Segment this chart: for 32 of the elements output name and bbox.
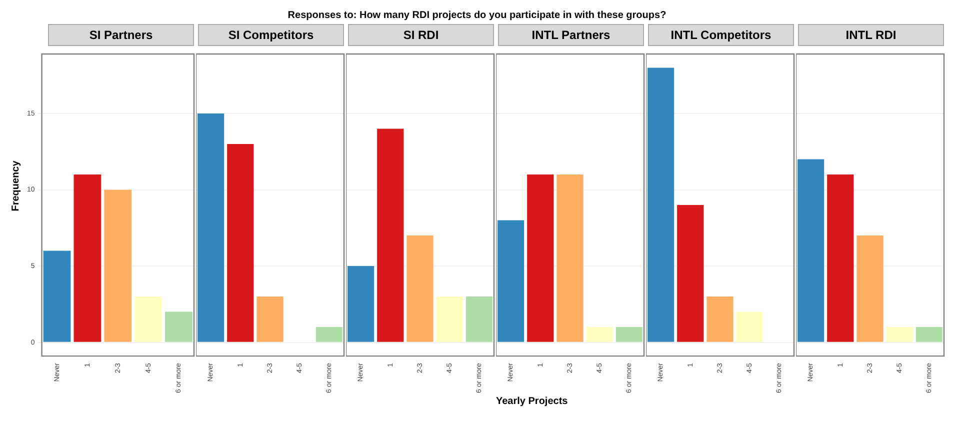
bar bbox=[377, 128, 404, 342]
bar bbox=[677, 205, 704, 342]
bar bbox=[316, 327, 343, 342]
chart-title: INTL RDI bbox=[798, 24, 944, 46]
bar bbox=[104, 190, 132, 342]
bar bbox=[227, 144, 254, 342]
bar bbox=[827, 174, 854, 342]
bar bbox=[347, 266, 374, 342]
chart-title: SI RDI bbox=[348, 24, 494, 46]
text: Responses to: How many RDI projects do you participate in with these groups? bbox=[286, 9, 668, 23]
bar bbox=[736, 312, 763, 342]
bar bbox=[43, 250, 71, 342]
bar bbox=[856, 236, 884, 342]
bar bbox=[197, 113, 224, 342]
bar bbox=[466, 296, 493, 342]
y-axis-title: Frequency bbox=[10, 160, 22, 212]
bar bbox=[916, 327, 943, 342]
bar bbox=[886, 327, 913, 342]
chart-title: SI Competitors bbox=[198, 24, 344, 46]
chart-title: INTL Partners bbox=[498, 24, 644, 46]
bar bbox=[706, 296, 734, 342]
bar bbox=[797, 159, 824, 342]
bar bbox=[165, 312, 192, 342]
chart-title: SI Partners bbox=[48, 24, 194, 46]
bar bbox=[134, 296, 162, 342]
bar bbox=[406, 236, 434, 342]
bar bbox=[256, 296, 284, 342]
bar bbox=[436, 296, 463, 342]
x-axis-title: Yearly Projects bbox=[496, 396, 568, 407]
bar bbox=[647, 68, 674, 342]
bar bbox=[74, 174, 102, 342]
chart-title: INTL Competitors bbox=[648, 24, 794, 46]
